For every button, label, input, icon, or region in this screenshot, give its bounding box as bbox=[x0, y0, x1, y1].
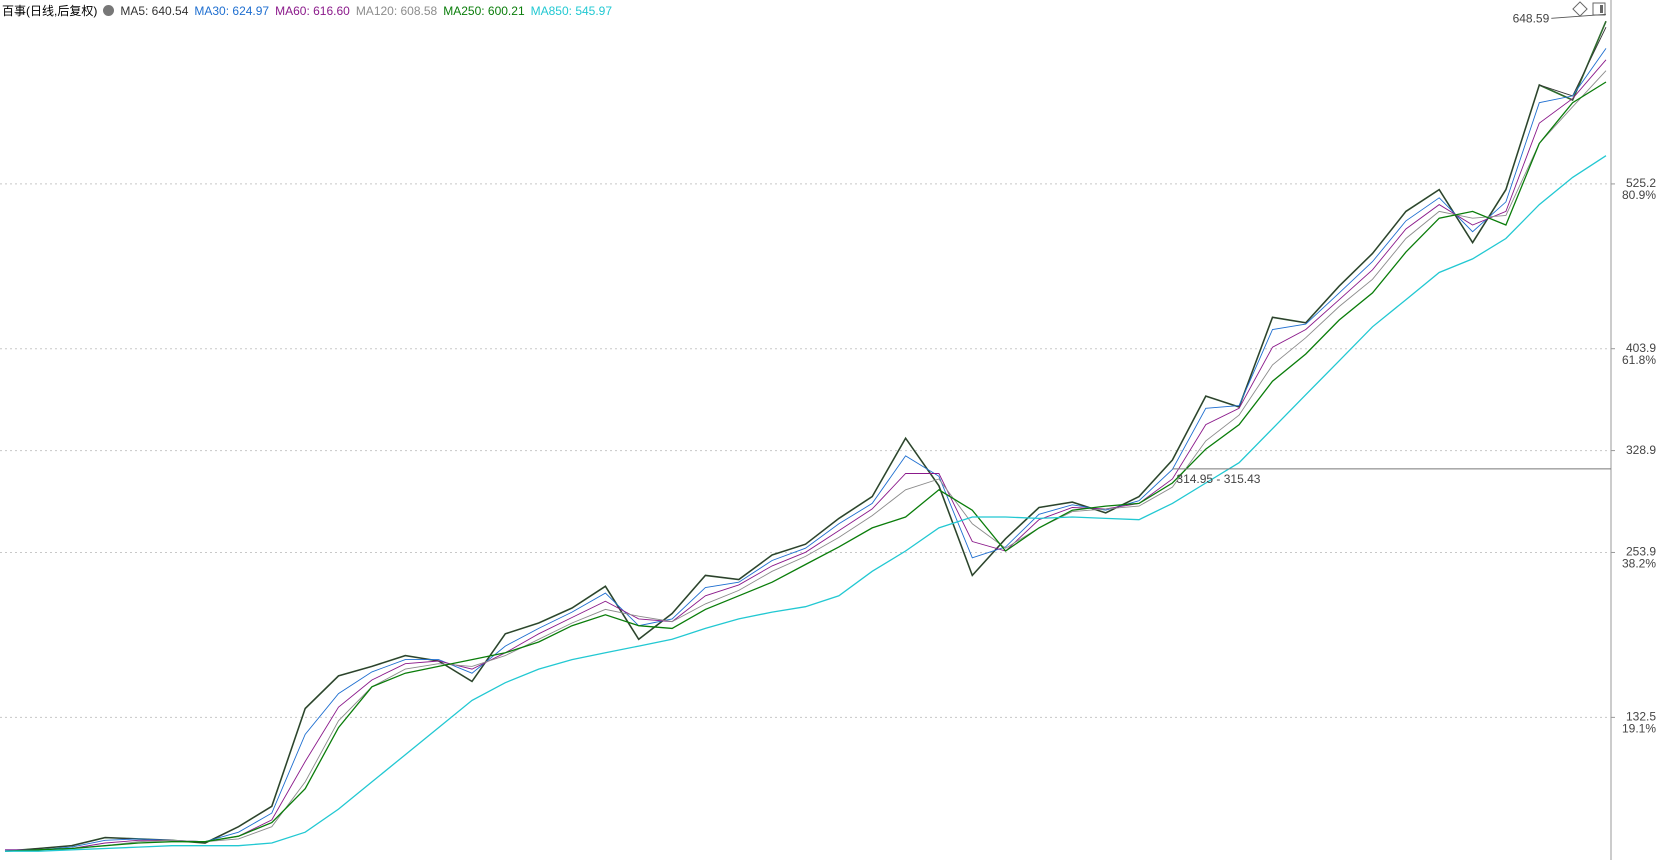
ma-line bbox=[4, 81, 1607, 852]
legend: 百事(日线,后复权) MA5: 640.54 MA30: 624.97 MA60: … bbox=[2, 2, 612, 19]
y-tick-label: 132.5 bbox=[1626, 710, 1656, 724]
panel-icon[interactable] bbox=[1592, 2, 1606, 16]
legend-entry[interactable]: MA5: 640.54 bbox=[120, 3, 189, 18]
ma-line bbox=[4, 27, 1607, 852]
legend-entry[interactable]: MA30: 624.97 bbox=[194, 3, 270, 18]
y-tick-ratio: 80.9% bbox=[1622, 188, 1656, 202]
panel-icon-bar bbox=[1600, 5, 1603, 13]
y-tick-ratio: 38.2% bbox=[1622, 557, 1656, 571]
ma-line bbox=[5, 59, 1607, 851]
legend-entry[interactable]: MA120: 608.58 bbox=[355, 3, 438, 18]
diamond-icon[interactable] bbox=[1572, 1, 1588, 17]
y-tick-ratio: 61.8% bbox=[1622, 353, 1656, 367]
price-line bbox=[4, 20, 1607, 852]
ma-line bbox=[5, 155, 1607, 852]
y-tick-label: 328.9 bbox=[1626, 443, 1656, 457]
legend-entry[interactable]: MA60: 616.60 bbox=[275, 3, 350, 18]
settings-icon[interactable] bbox=[103, 5, 115, 16]
ma-line bbox=[5, 48, 1607, 851]
range-label: 314.95 - 315.43 bbox=[1176, 472, 1260, 486]
legend-entry[interactable]: MA250: 600.21 bbox=[443, 3, 525, 18]
y-tick-ratio: 19.1% bbox=[1622, 722, 1656, 736]
y-tick-label: 403.9 bbox=[1626, 341, 1656, 355]
max-arrow bbox=[1551, 13, 1607, 19]
legend-entry[interactable]: MA850: 545.97 bbox=[530, 3, 613, 18]
chart-title: 百事(日线,后复权) bbox=[2, 4, 98, 18]
ma-line bbox=[4, 70, 1607, 852]
max-label: 648.59 bbox=[1513, 11, 1550, 25]
y-tick-label: 253.9 bbox=[1626, 545, 1656, 559]
y-tick-label: 525.2 bbox=[1626, 176, 1656, 190]
